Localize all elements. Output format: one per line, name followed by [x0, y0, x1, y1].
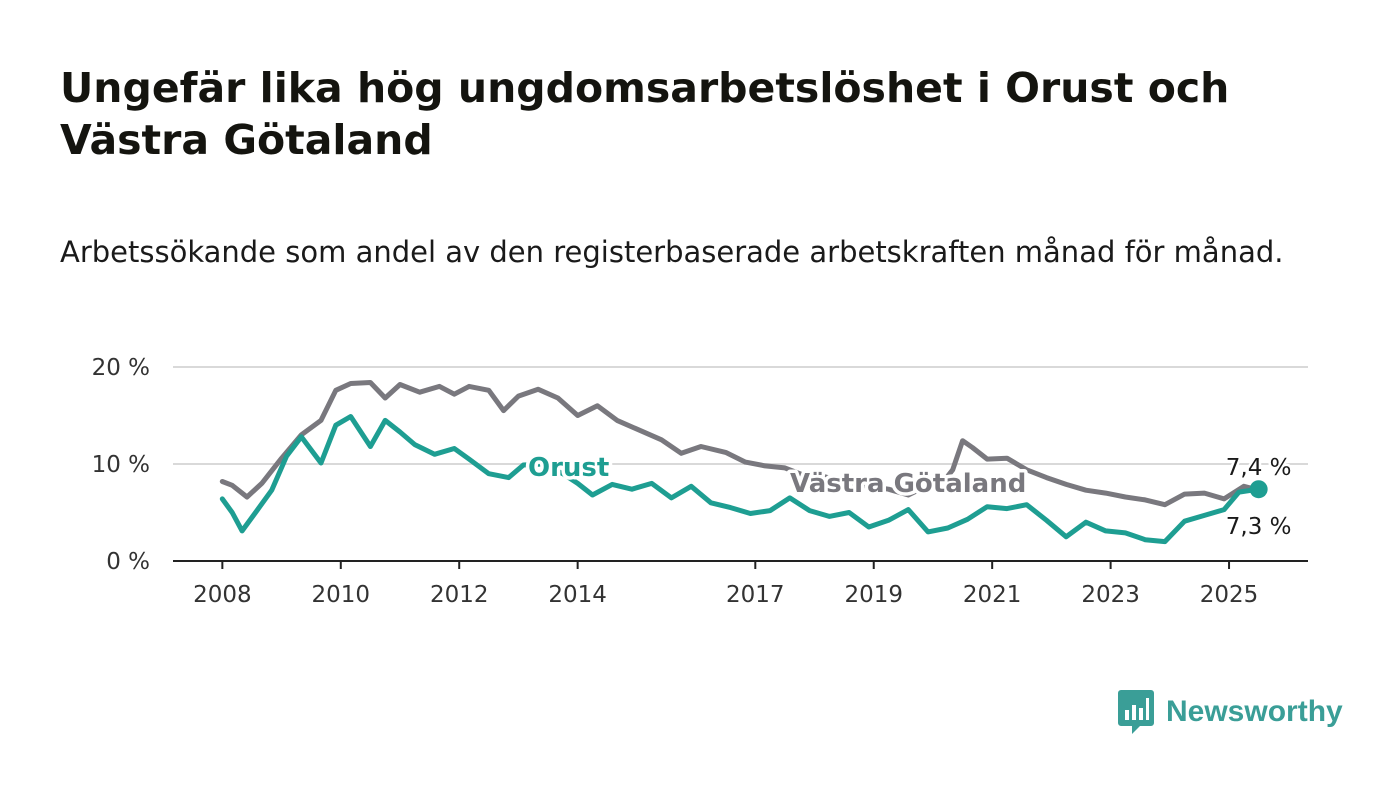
end-value-label-västra-götaland: 7,3 % — [1226, 514, 1292, 540]
x-tick-label: 2012 — [430, 582, 489, 608]
x-tick-label: 2021 — [963, 582, 1022, 608]
x-tick-label: 2017 — [726, 582, 785, 608]
series-line-orust — [219, 414, 1262, 545]
y-axis: 0 % 10 % 20 % — [92, 355, 150, 575]
x-tick-label: 2014 — [548, 582, 607, 608]
newsworthy-logo: Newsworthy — [1118, 690, 1343, 734]
series-labels: Västra Götaland 7,3 % Orust 7,4 % — [525, 450, 1295, 543]
series-label-orust: Orust — [528, 453, 609, 483]
x-axis: 2008 2010 2012 2014 2017 2019 2021 2023 2025 — [193, 561, 1258, 608]
x-tick-label: 2008 — [193, 582, 252, 608]
x-tick-label: 2025 — [1200, 582, 1259, 608]
y-tick-label: 10 % — [92, 452, 150, 478]
y-tick-label: 0 % — [106, 549, 150, 575]
end-value-label-orust: 7,4 % — [1226, 455, 1292, 481]
bar-chart-speech-bubble-icon — [1118, 690, 1154, 734]
brand-name: Newsworthy — [1166, 695, 1343, 728]
chart-subtitle: Arbetssökande som andel av den registerb… — [60, 235, 1284, 269]
chart-title: Ungefär lika hög ungdomsarbetslöshet i O… — [60, 64, 1230, 164]
y-tick-label: 20 % — [92, 355, 150, 381]
x-tick-label: 2019 — [844, 582, 903, 608]
series-line-västra-götaland — [219, 380, 1262, 508]
series-end-point-orust — [1249, 480, 1268, 499]
series-lines — [219, 380, 1268, 545]
gridlines — [173, 366, 1308, 465]
series-label-västra-götaland: Västra Götaland — [790, 469, 1026, 499]
x-tick-label: 2023 — [1081, 582, 1140, 608]
x-tick-label: 2010 — [312, 582, 371, 608]
